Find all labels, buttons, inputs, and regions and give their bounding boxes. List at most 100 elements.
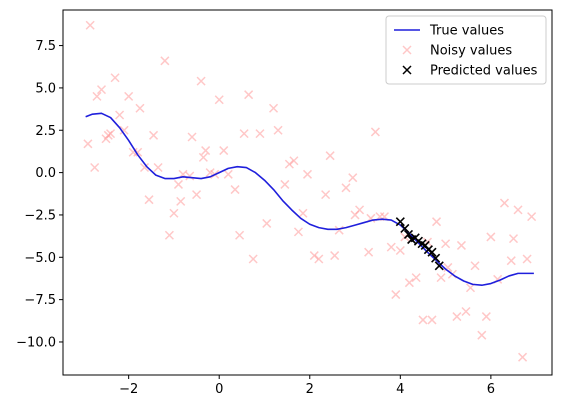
noisy-point (115, 110, 125, 120)
noisy-point (298, 208, 308, 218)
noisy-point (518, 352, 528, 362)
noisy-point (83, 139, 93, 149)
noisy-point (325, 151, 335, 161)
marker-stroke (160, 56, 170, 66)
marker-stroke (196, 76, 206, 86)
marker-stroke (173, 179, 183, 189)
noisy-point (230, 185, 240, 195)
marker-stroke (139, 162, 150, 173)
marker-stroke (169, 208, 179, 218)
noisy-point (160, 56, 170, 66)
marker-stroke (309, 251, 319, 261)
noisy-point (269, 103, 279, 113)
noisy-point (149, 130, 159, 140)
marker-stroke (470, 261, 480, 271)
noisy-point (124, 91, 134, 101)
marker-stroke (386, 242, 396, 252)
noisy-point (418, 315, 428, 325)
noisy-point (185, 171, 195, 181)
marker-stroke (153, 162, 163, 173)
marker-stroke (395, 245, 405, 256)
marker-stroke (443, 262, 453, 272)
marker-stroke (280, 179, 290, 189)
marker-stroke (198, 152, 208, 162)
marker-stroke (417, 239, 427, 249)
marker-stroke (370, 127, 380, 137)
marker-stroke (314, 254, 324, 264)
marker-stroke (522, 254, 532, 264)
noisy-point (244, 90, 254, 100)
y-tick-label: 5.0 (35, 81, 56, 96)
marker-stroke (85, 20, 95, 30)
noisy-point (506, 256, 516, 266)
marker-stroke (432, 217, 442, 227)
noisy-point (477, 330, 487, 340)
y-tick-label: 7.5 (35, 39, 56, 54)
y-tick-label: −5.0 (24, 251, 56, 266)
noisy-point (364, 247, 374, 257)
marker-stroke (456, 240, 466, 250)
noisy-point (273, 125, 283, 135)
noisy-point (214, 95, 224, 105)
marker-stroke (83, 139, 93, 149)
marker-stroke (149, 130, 159, 140)
marker-stroke (341, 183, 351, 193)
marker-stroke (239, 129, 249, 139)
noisy-point (219, 146, 229, 156)
noisy-point (348, 173, 358, 183)
y-tick-label: −2.5 (24, 208, 56, 223)
marker-stroke (230, 185, 240, 195)
plot-area (83, 20, 537, 362)
predicted-point (403, 229, 414, 239)
noisy-point (370, 127, 380, 137)
marker-stroke (176, 196, 186, 206)
noisy-point (314, 254, 324, 264)
noisy-point (192, 190, 202, 200)
marker-stroke (411, 273, 421, 283)
marker-stroke (486, 232, 496, 242)
noisy-point (119, 125, 129, 135)
x-tick-label: −2 (119, 382, 138, 397)
marker-stroke (402, 65, 412, 75)
noisy-point (139, 162, 150, 173)
marker-stroke (164, 230, 174, 240)
noisy-point (527, 212, 537, 222)
legend: True values Noisy values Predicted values (385, 15, 547, 85)
marker-stroke (262, 218, 272, 228)
noisy-point (239, 129, 249, 139)
noisy-point (135, 103, 145, 113)
noisy-point (395, 245, 405, 256)
marker-stroke (223, 169, 233, 179)
marker-stroke (513, 205, 523, 215)
noisy-point (309, 251, 319, 261)
marker-stroke (436, 273, 446, 283)
marker-stroke (506, 256, 516, 266)
marker-stroke (518, 352, 528, 362)
x-tick-label: 0 (215, 382, 223, 397)
marker-stroke (244, 90, 254, 100)
noisy-point (169, 208, 179, 218)
noisy-point (411, 273, 421, 283)
x-tick-label: 4 (396, 382, 404, 397)
noisy-point (187, 132, 197, 142)
noisy-point (144, 195, 154, 205)
marker-stroke (481, 312, 491, 322)
marker-stroke (289, 156, 299, 166)
predicted-point (400, 223, 410, 234)
noisy-point (289, 156, 299, 166)
y-tick-label: −10.0 (16, 335, 56, 350)
noisy-point (486, 232, 496, 242)
legend-item: Predicted values (402, 64, 538, 79)
noisy-point (196, 76, 206, 86)
legend-swatch-marker (402, 65, 412, 75)
predicted-point (431, 253, 441, 263)
noisy-point (262, 218, 272, 228)
predicted-point (427, 247, 437, 257)
marker-stroke (364, 247, 374, 257)
marker-stroke (508, 234, 519, 244)
noisy-point (284, 159, 294, 169)
marker-stroke (452, 312, 462, 322)
marker-stroke (248, 254, 258, 264)
marker-stroke (235, 230, 245, 240)
noisy-point (321, 190, 331, 200)
